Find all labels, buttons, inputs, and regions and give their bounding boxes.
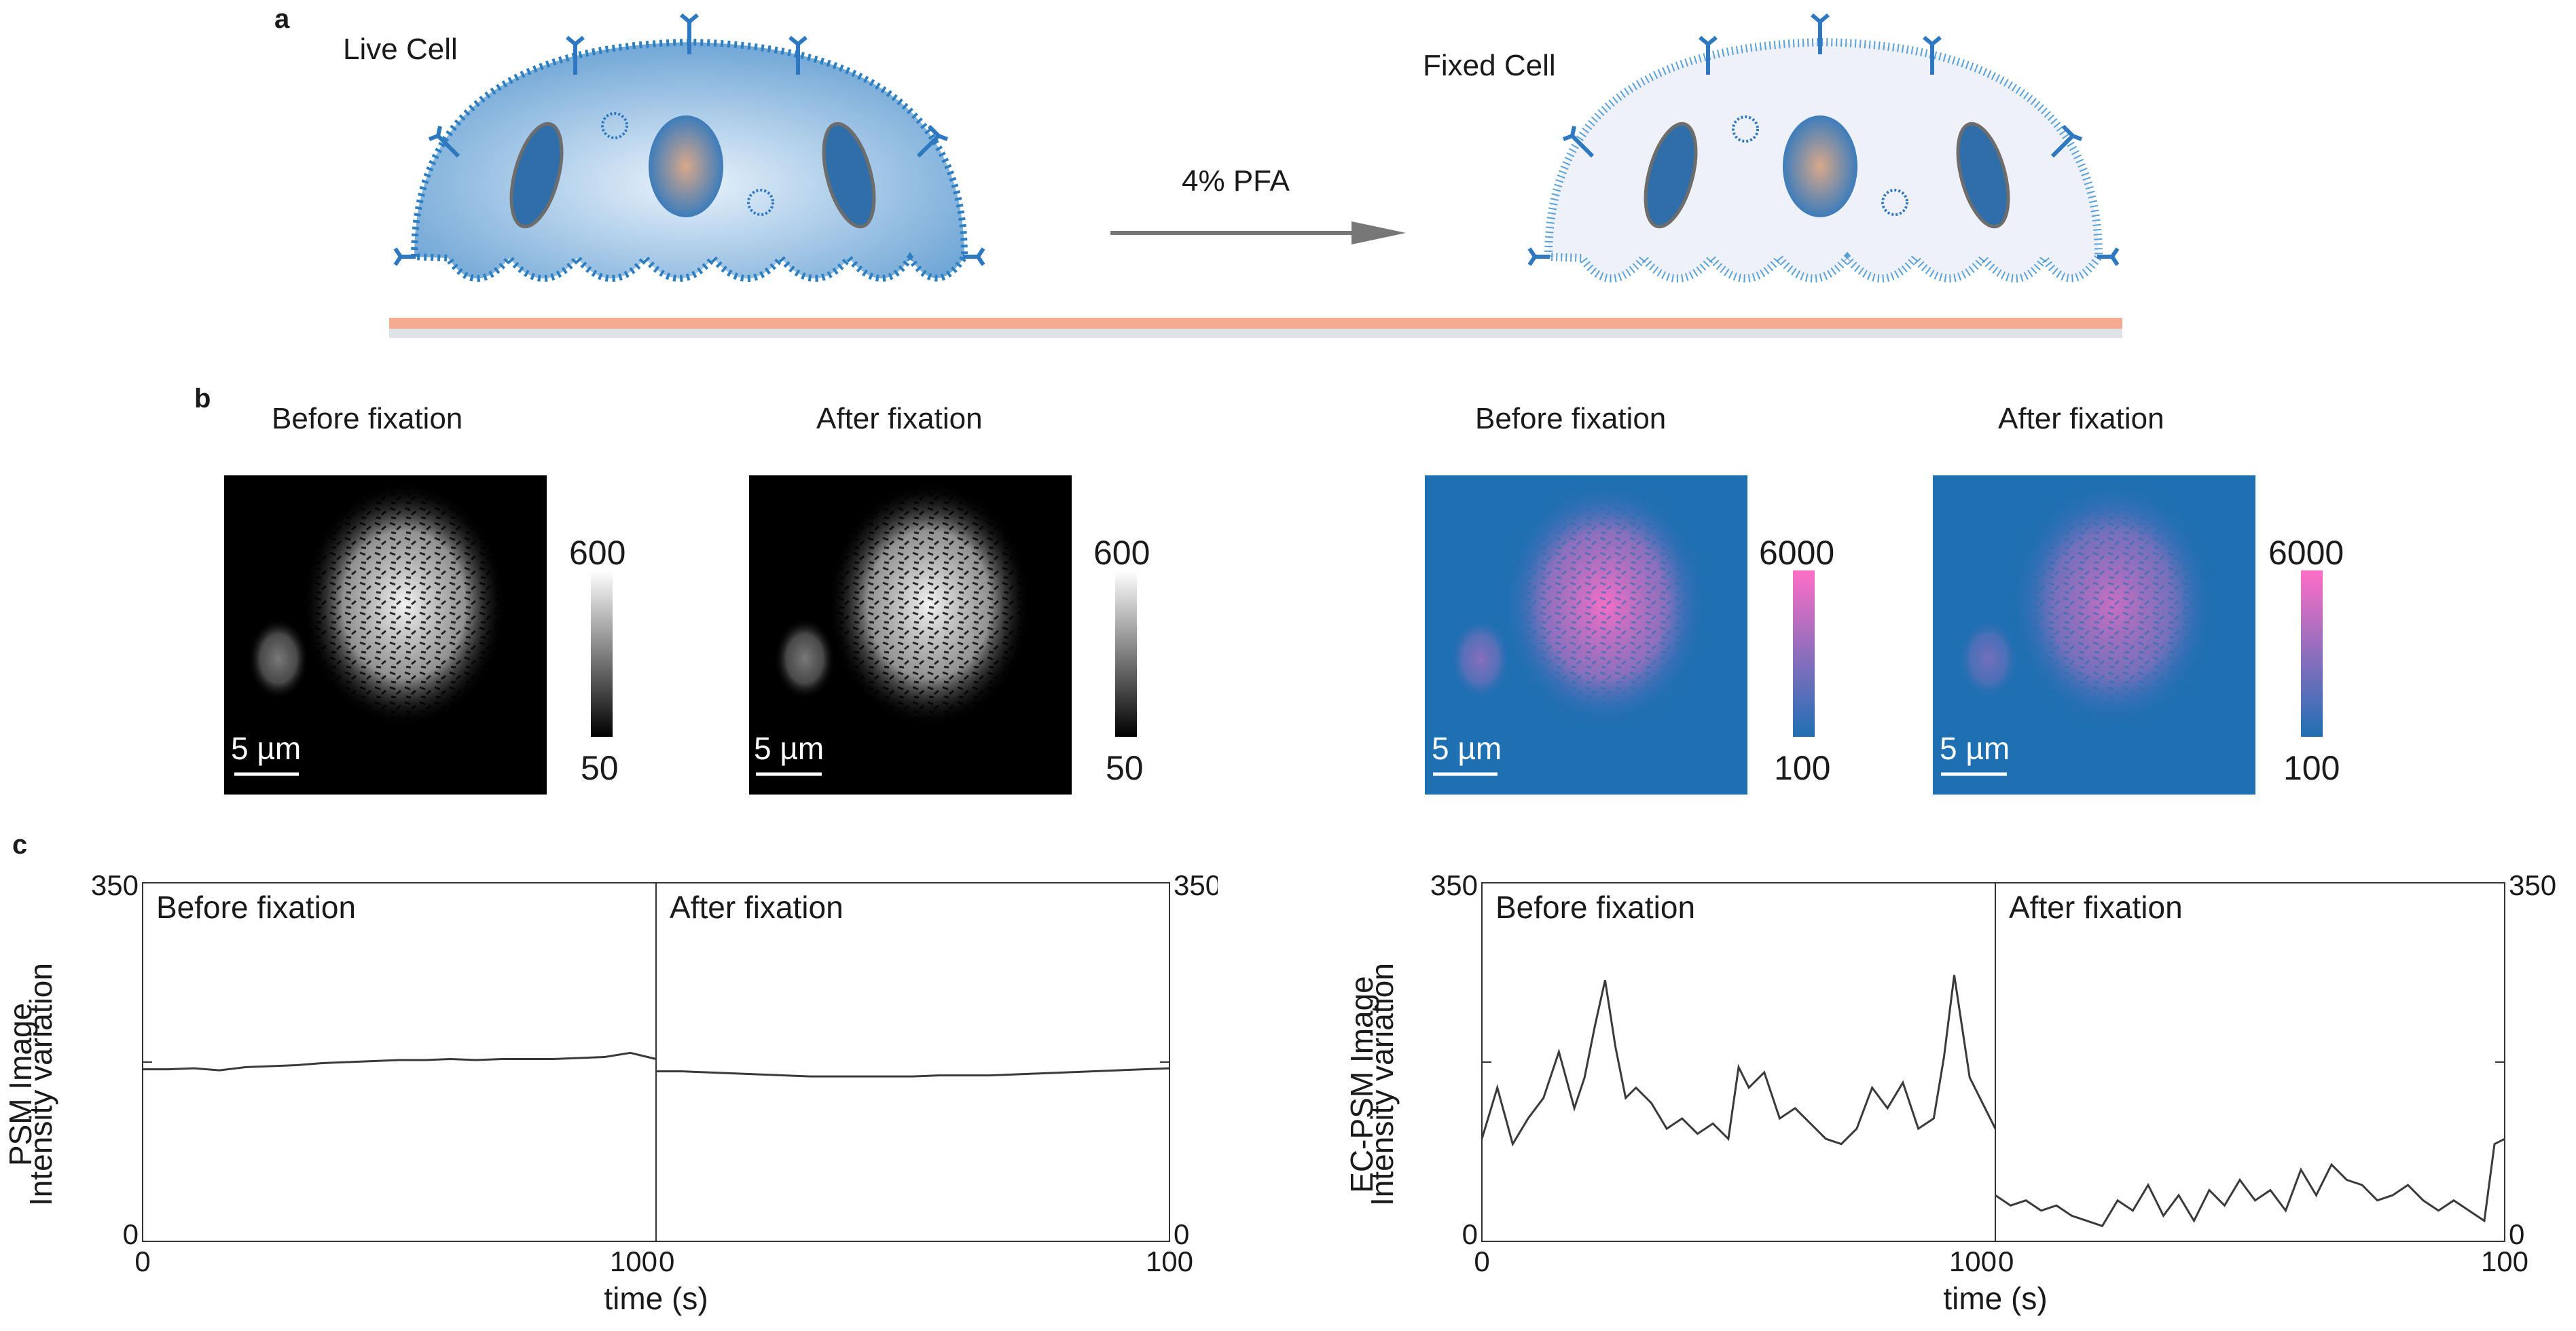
psm-chart-segment-label-0: Before fixation (156, 890, 356, 925)
ec-before-scale-label: 5 µm (1432, 731, 1502, 766)
psm-chart-xtick-2: 0 (659, 1245, 674, 1277)
live-mito-left (509, 122, 564, 229)
substrate-shadow (389, 329, 2122, 338)
fixed-receptor-5 (2050, 124, 2083, 158)
ec-ylabel-line2: Intensity variation (1364, 963, 1400, 1206)
ec-after-cb-max: 6000 (2268, 534, 2344, 572)
ec-chart-segment-label-0: Before fixation (1495, 890, 1695, 925)
psm-chart-ytick-left-max: 350 (91, 869, 139, 901)
psm-chart-segment-label-1: After fixation (670, 890, 843, 925)
ec-before-colorbar (1793, 570, 1815, 737)
ec-after-title: After fixation (1998, 402, 2164, 435)
panel-a-letter: a (274, 4, 290, 34)
psm-after-cb-max: 600 (1093, 534, 1150, 572)
ec-chart-xtick-0: 0 (1474, 1245, 1489, 1277)
pfa-treatment-label: 4% PFA (1182, 164, 1290, 198)
live-receptor-4 (428, 126, 460, 158)
ec-chart-ytick-left-max: 350 (1430, 869, 1478, 901)
psm-chart-series-0 (143, 1051, 657, 1072)
ec-chart-series-1 (1995, 1137, 2505, 1228)
live-receptor-5 (916, 124, 949, 158)
psm-before-cb-max: 600 (569, 534, 626, 572)
ec-chart-ytick-left-min: 0 (1462, 1218, 1478, 1250)
psm-before-title: Before fixation (272, 402, 463, 435)
ec-chart-frame (1481, 882, 2505, 1242)
psm-chart-ytick-left-min: 0 (123, 1218, 139, 1250)
psm-after-image (749, 475, 1072, 795)
live-golgi-2 (747, 189, 774, 216)
psm-chart-xtick-1: 100 (610, 1245, 657, 1277)
fixed-cell-label: Fixed Cell (1423, 49, 1556, 82)
psm-chart-xtick-3: 100 (1146, 1245, 1193, 1277)
live-receptor-3 (788, 35, 808, 75)
ec-chart-xtick-2: 0 (1998, 1245, 2014, 1277)
live-golgi-1 (601, 112, 628, 139)
ec-chart-segment-label-1: After fixation (2009, 890, 2183, 925)
ec-after-scale-label: 5 µm (1940, 731, 2010, 766)
pfa-arrow-head (1352, 221, 1406, 244)
psm-ylabel-line2: Intensity variation (23, 963, 58, 1206)
live-mito-right (822, 122, 876, 229)
psm-after-colorbar (1115, 570, 1137, 737)
fixed-receptor-4 (1562, 126, 1595, 158)
panel-b-letter: b (194, 384, 211, 414)
fixed-receptor-2 (1811, 13, 1830, 54)
ec-after-cb-min: 100 (2283, 749, 2340, 787)
fixed-receptor-6 (1527, 247, 1550, 266)
ec-chart-xtick-1: 100 (1949, 1245, 1997, 1277)
ec-before-cb-max: 6000 (1759, 534, 1835, 572)
fixed-nucleus (1783, 115, 1857, 217)
microscopy-images (224, 475, 2323, 795)
ec-before-cb-min: 100 (1774, 749, 1831, 787)
ec-before-title: Before fixation (1475, 402, 1667, 435)
panel-c-letter: c (12, 830, 28, 860)
psm-chart-xlabel: time (s) (604, 1281, 708, 1316)
substrate-surface (389, 318, 2122, 329)
psm-after-scale-label: 5 µm (754, 731, 824, 766)
fixed-mito-left (1644, 122, 1698, 229)
fixed-receptor-1 (1699, 35, 1718, 75)
fixed-receptor-3 (1923, 35, 1942, 75)
psm-chart-series-1 (656, 1067, 1170, 1078)
psm-before-image (224, 475, 547, 795)
psm-after-title: After fixation (816, 402, 983, 435)
ec-chart-ytick-right-max: 350 (2509, 869, 2556, 901)
psm-chart-xtick-0: 0 (134, 1245, 150, 1277)
psm-chart-ytick-right-min: 0 (1174, 1218, 1189, 1250)
psm-after-cb-min: 50 (1106, 749, 1144, 787)
ec-chart-ytick-right-min: 0 (2509, 1218, 2524, 1250)
live-cell-label: Live Cell (343, 33, 458, 66)
ec-after-colorbar (2301, 570, 2323, 737)
ec-before-image (1425, 475, 1747, 795)
fixed-receptor-7 (2097, 247, 2120, 266)
fixed-golgi-1 (1732, 115, 1759, 143)
fixed-mito-right (1956, 122, 2010, 229)
ec-chart-series-0 (1481, 974, 1997, 1147)
psm-chart-ytick-right-max: 350 (1174, 869, 1218, 901)
ec-chart-xtick-3: 100 (2481, 1245, 2528, 1277)
live-receptor-7 (963, 247, 985, 266)
psm-before-colorbar (591, 570, 613, 737)
ec-chart-xlabel: time (s) (1943, 1281, 2047, 1316)
live-receptor-6 (393, 247, 416, 266)
fixed-golgi-2 (1881, 189, 1908, 216)
psm-before-cb-min: 50 (581, 749, 619, 787)
live-receptor-1 (566, 35, 585, 75)
live-receptor-2 (680, 13, 699, 54)
psm-before-scale-label: 5 µm (231, 731, 302, 766)
ec-after-image (1933, 475, 2255, 795)
cell-schematic (389, 13, 2122, 338)
live-nucleus (649, 115, 723, 217)
